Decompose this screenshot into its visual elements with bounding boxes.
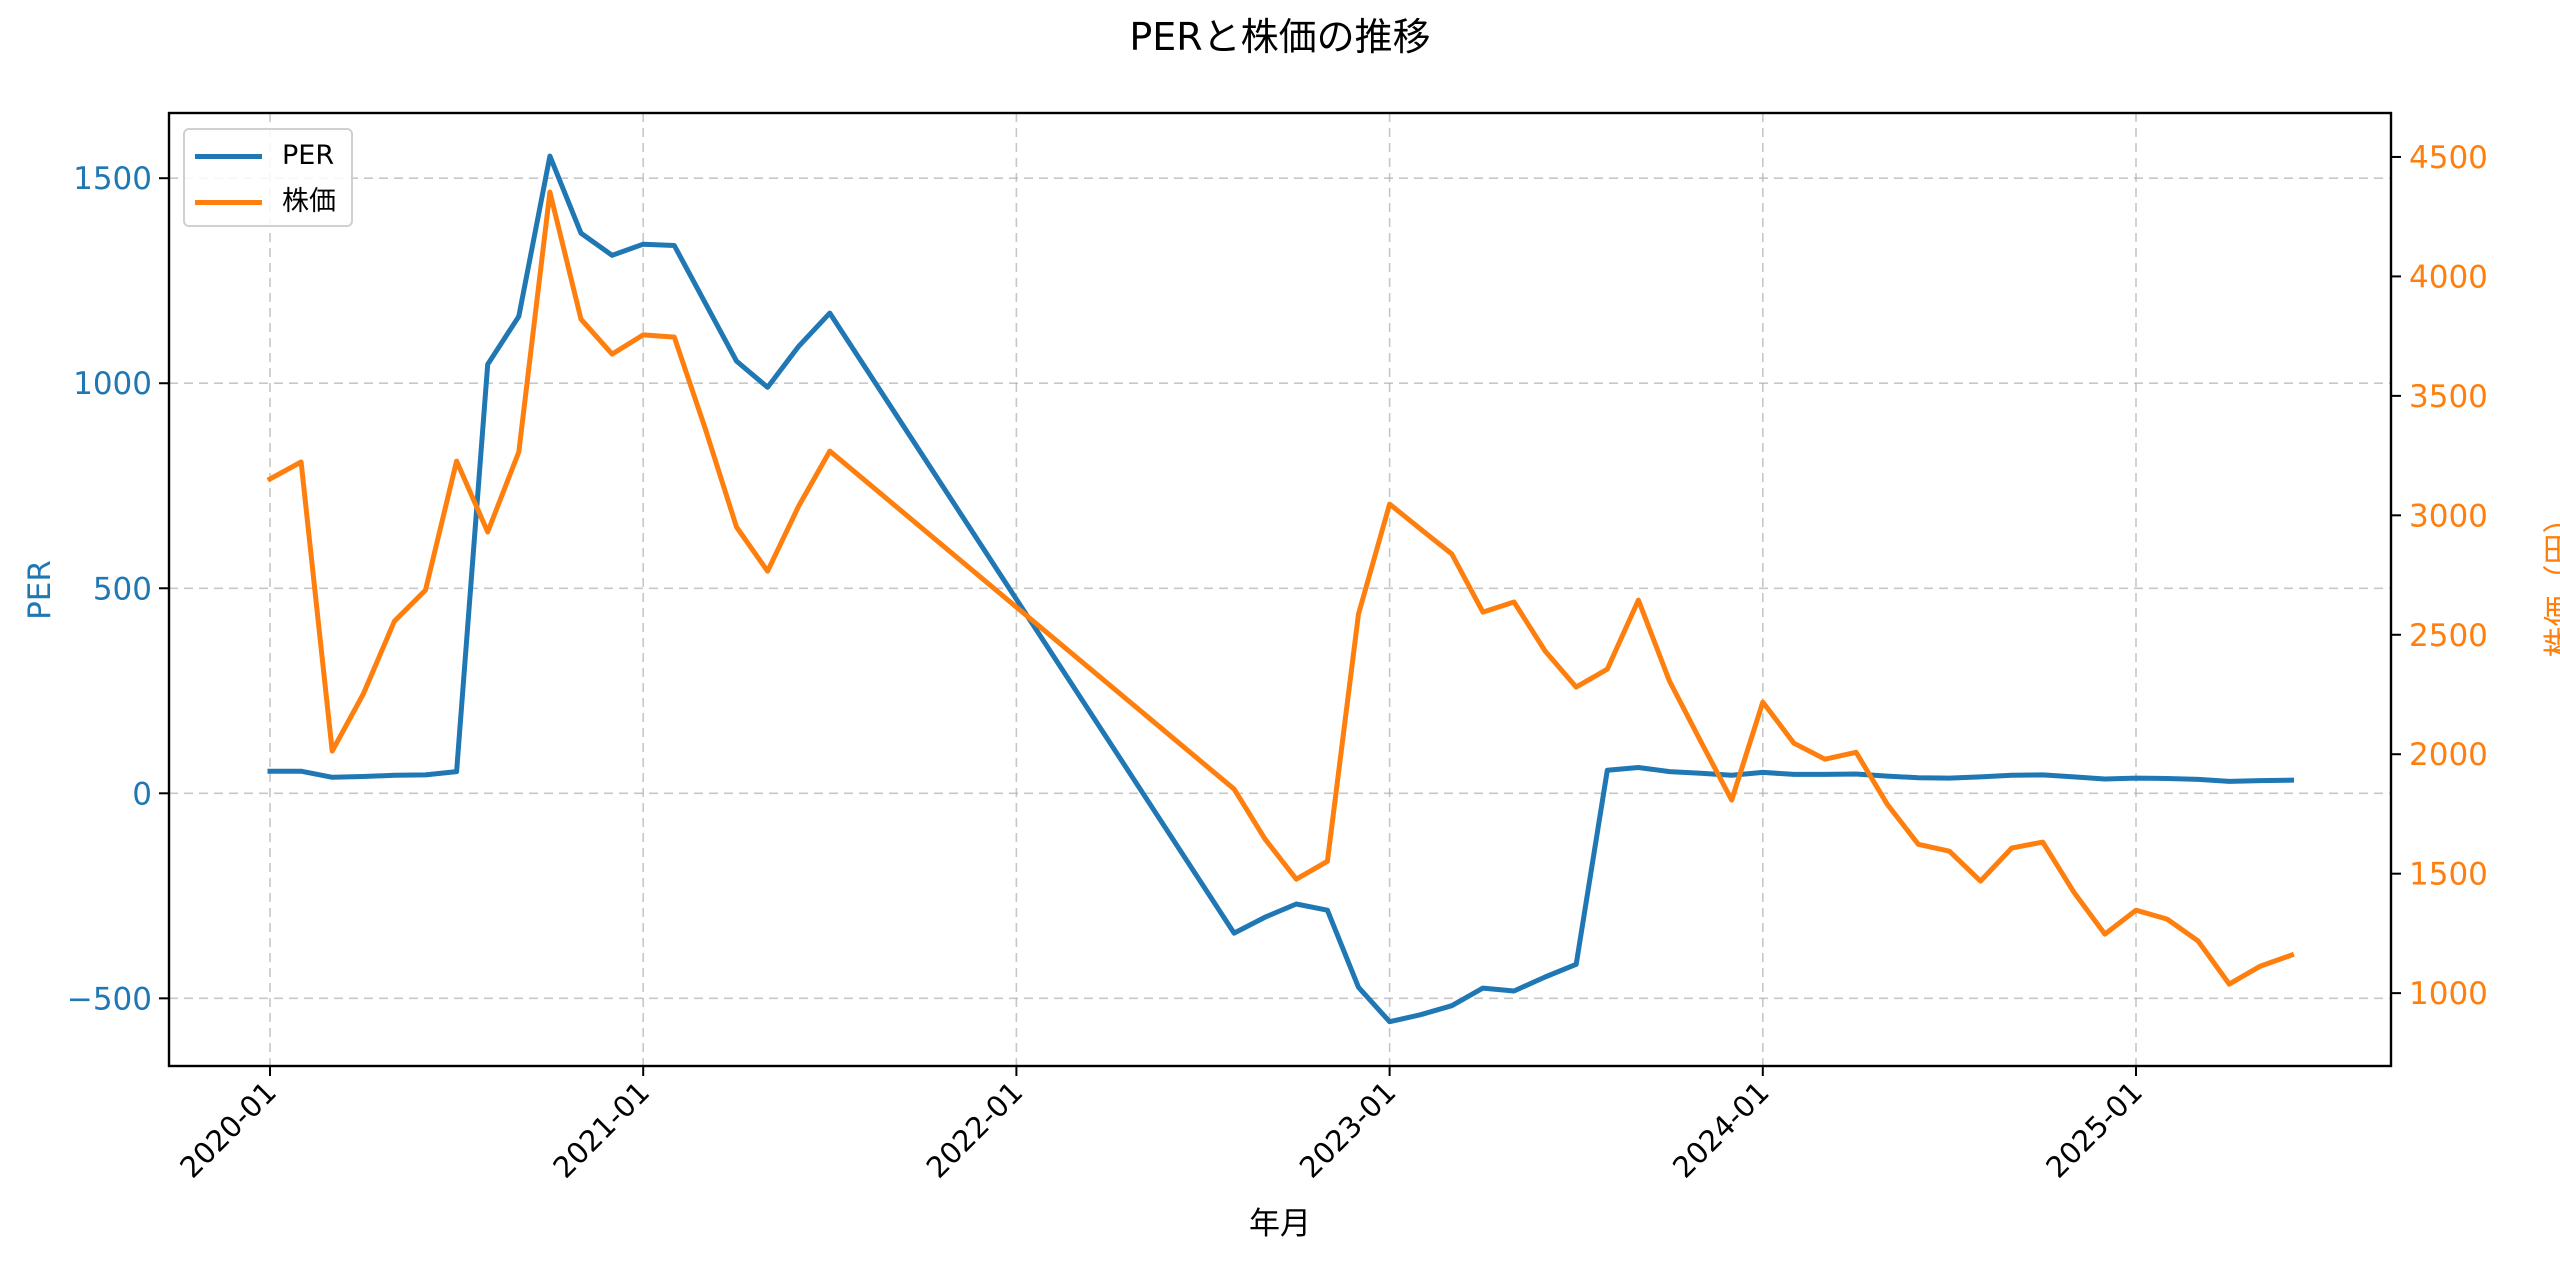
- y-left-tick-label: 1500: [73, 161, 152, 197]
- series-layer: [266, 153, 2295, 1025]
- x-tick-label: 2025-01: [2039, 1075, 2149, 1185]
- y-axis-left-label: PER: [22, 560, 58, 620]
- x-tick-label: 2023-01: [1293, 1075, 1403, 1185]
- per-line: [267, 153, 2295, 1025]
- y-right-tick-label: 3500: [2409, 379, 2488, 415]
- legend-item-price: 株価: [185, 182, 336, 222]
- y-axis-right-label: 株価（円）: [2542, 502, 2560, 658]
- y-left-tick-label: 1000: [73, 366, 152, 402]
- y-right-tick-label: 2000: [2409, 737, 2488, 773]
- y-right-tick-label: 1000: [2409, 976, 2488, 1012]
- x-axis-label: 年月: [1249, 1206, 1311, 1242]
- axis-ticks: 2020-01 2021-01 2022-01 2023-01 2024-01 2025-…: [67, 140, 2488, 1185]
- legend-item-per: PER: [185, 136, 334, 176]
- x-tick-label: 2021-01: [546, 1075, 656, 1185]
- x-tick-label: 2024-01: [1666, 1075, 1776, 1185]
- y-right-tick-label: 3000: [2409, 498, 2488, 534]
- x-tick-label: 2020-01: [173, 1075, 283, 1185]
- legend-swatch-price: [195, 199, 262, 205]
- y-left-tick-label: 0: [132, 776, 152, 812]
- grid-lines: [169, 113, 2391, 1066]
- y-right-tick-label: 4000: [2409, 259, 2488, 295]
- chart-title: PERと株価の推移: [1129, 15, 1431, 59]
- y-right-tick-label: 2500: [2409, 618, 2488, 654]
- y-right-tick-label: 4500: [2409, 140, 2488, 176]
- y-left-tick-label: 500: [93, 571, 152, 607]
- x-tick-label: 2022-01: [920, 1075, 1030, 1185]
- legend-swatch-per: [195, 153, 262, 159]
- price-line: [266, 189, 2295, 987]
- plot-frame: [167, 111, 2393, 1068]
- y-right-tick-label: 1500: [2409, 857, 2488, 893]
- legend-label-price: 株価: [282, 186, 336, 217]
- legend-label-per: PER: [282, 140, 335, 171]
- legend: PER 株価: [183, 128, 353, 227]
- y-left-tick-label: −500: [67, 981, 152, 1017]
